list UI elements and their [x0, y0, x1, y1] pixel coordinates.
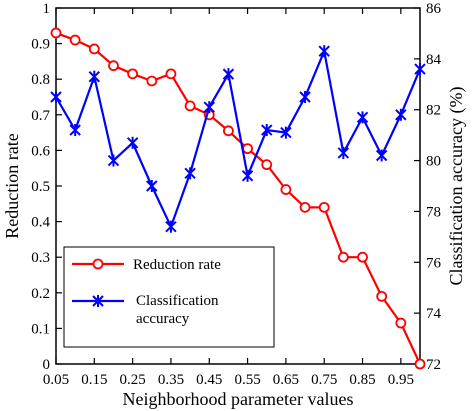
data-point [50, 27, 62, 39]
data-point [261, 124, 273, 137]
legend-label-reduction-rate: Reduction rate [133, 257, 221, 273]
data-point [356, 111, 369, 124]
right-tick-label: 86 [426, 1, 442, 17]
data-point [146, 75, 158, 87]
x-tick-label: 0.85 [349, 372, 375, 388]
series-layer [50, 27, 426, 370]
data-point [223, 125, 234, 137]
data-point [88, 43, 100, 55]
x-tick-label: 0.75 [311, 372, 337, 388]
left-tick-label: 0.2 [31, 286, 50, 302]
data-point [280, 126, 292, 139]
data-point [165, 220, 177, 233]
x-tick-label: 0.95 [388, 372, 414, 388]
legend-label-accuracy-line2: accuracy [136, 311, 190, 327]
right-axis-title: Classification accuracy (%) [446, 87, 467, 286]
x-tick-label: 0.15 [81, 372, 107, 388]
right-tick-label: 84 [426, 52, 442, 68]
left-tick-label: 0.4 [31, 215, 50, 231]
data-point [69, 124, 81, 137]
data-point [108, 60, 119, 72]
legend-label-accuracy-line1: Classification [136, 293, 219, 309]
data-point [184, 100, 196, 112]
x-tick-label: 0.35 [158, 372, 184, 388]
data-point [395, 108, 407, 121]
left-tick-label: 0.9 [31, 37, 50, 53]
x-tick-label: 0.25 [120, 372, 146, 388]
legend: Reduction rate Classification accuracy [63, 246, 275, 348]
right-tick-label: 80 [426, 154, 441, 170]
legend-marks [72, 258, 124, 307]
data-point [357, 251, 368, 263]
data-point [375, 149, 388, 162]
data-point [318, 201, 330, 213]
data-point [395, 317, 407, 329]
data-point [414, 358, 426, 370]
x-tick-label: 0.55 [234, 372, 260, 388]
left-tick-label: 0.1 [31, 321, 50, 337]
data-point [241, 169, 254, 182]
data-point [337, 146, 350, 159]
left-tick-label: 0.6 [31, 143, 50, 159]
data-point [222, 68, 235, 81]
data-point [261, 159, 273, 171]
left-axis-ticks: 0 0.1 0.2 0.3 0.4 0.5 0.6 0.7 0.8 0.9 1 [31, 1, 62, 373]
left-tick-label: 0.5 [31, 179, 50, 195]
x-tick-label: 0.05 [43, 372, 69, 388]
legend-marker-accuracy [92, 295, 104, 307]
right-tick-label: 74 [426, 306, 442, 322]
x-tick-label: 0.45 [196, 372, 222, 388]
right-tick-label: 78 [426, 204, 441, 220]
data-point [299, 201, 311, 213]
data-point [242, 143, 253, 155]
data-point [69, 34, 81, 46]
series-classification-accuracy [50, 45, 426, 233]
left-tick-label: 0.8 [31, 72, 50, 88]
right-axis-ticks: 72 74 76 78 80 82 84 86 [414, 1, 442, 373]
data-point [146, 180, 158, 192]
data-point [203, 101, 215, 114]
right-tick-label: 76 [426, 255, 442, 271]
data-point [337, 251, 349, 263]
data-point [127, 68, 139, 80]
data-point [165, 68, 177, 80]
series-reduction-rate [50, 27, 426, 370]
x-tick-label: 0.65 [273, 372, 299, 388]
left-tick-label: 0.3 [31, 250, 50, 266]
data-point [184, 167, 196, 180]
data-point [318, 45, 330, 58]
data-point [414, 63, 426, 76]
right-tick-label: 72 [426, 357, 441, 373]
data-point [126, 136, 139, 149]
left-tick-label: 0.7 [31, 108, 50, 124]
data-point [299, 91, 311, 103]
data-point [88, 70, 101, 83]
data-point [376, 290, 388, 302]
left-axis-title: Reduction rate [2, 133, 22, 238]
left-tick-label: 1 [43, 1, 51, 17]
right-tick-label: 82 [426, 103, 441, 119]
left-tick-label: 0 [43, 357, 51, 373]
x-axis-ticks: 0.05 0.15 0.25 0.35 0.45 0.55 0.65 0.75 0.85 0.95 [43, 8, 414, 388]
data-point [50, 91, 62, 103]
x-axis-title: Neighborhood parameter values [123, 389, 354, 409]
data-point [107, 154, 120, 167]
data-point [280, 184, 292, 195]
legend-marker-reduction-rate [92, 258, 104, 270]
